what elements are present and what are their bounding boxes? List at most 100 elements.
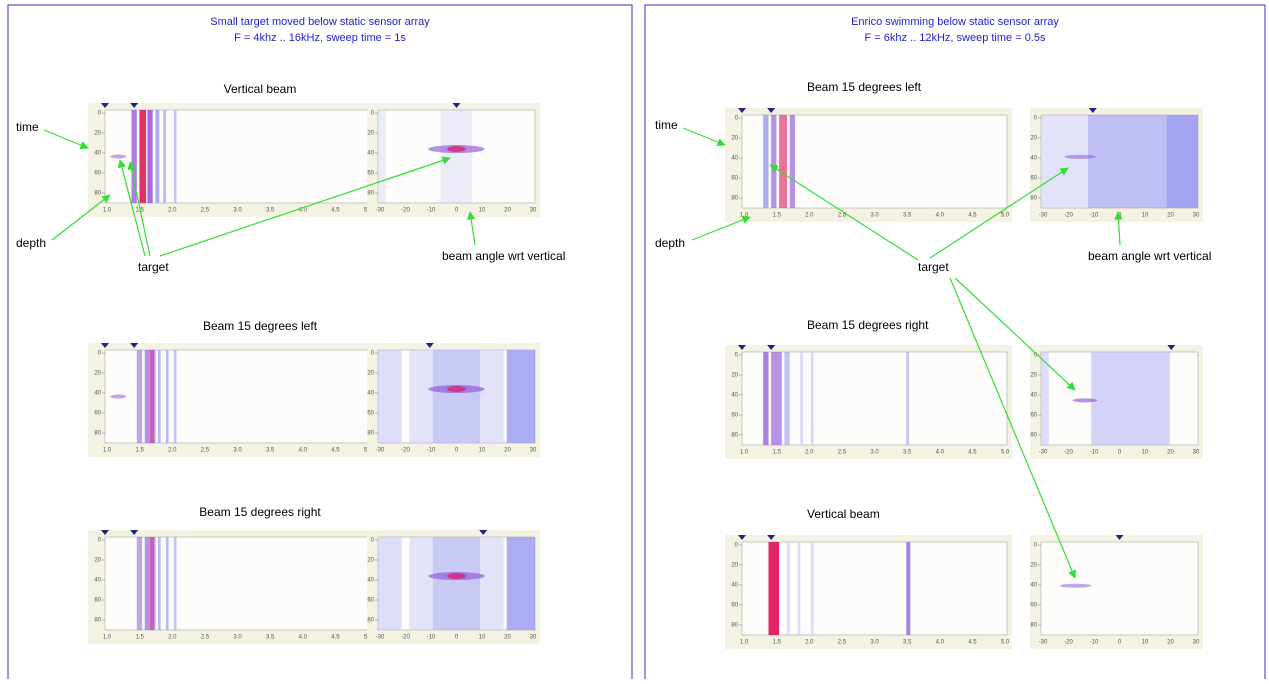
x-tick-label: 2.5 bbox=[838, 213, 847, 219]
y-tick-label: 60 bbox=[367, 171, 374, 177]
x-tick-label: 2.5 bbox=[201, 208, 210, 214]
annotation-arrow bbox=[691, 215, 751, 241]
x-tick-label: 10 bbox=[479, 208, 486, 214]
annotation-arrow bbox=[682, 127, 726, 147]
intensity-stripe bbox=[165, 350, 169, 443]
x-tick-label: 4.5 bbox=[331, 448, 340, 454]
marker-triangle bbox=[767, 345, 776, 350]
marker-triangle bbox=[101, 343, 109, 348]
x-tick-label: 20 bbox=[504, 635, 511, 641]
y-tick-label: 80 bbox=[94, 431, 101, 437]
intensity-stripe bbox=[440, 110, 473, 203]
x-tick-label: 3.0 bbox=[233, 448, 242, 454]
intensity-stripe bbox=[771, 352, 782, 445]
y-tick-label: 20 bbox=[367, 558, 374, 564]
y-tick-label: 60 bbox=[367, 411, 374, 417]
target-echo bbox=[1064, 154, 1096, 159]
target-echo bbox=[110, 154, 127, 159]
marker-triangle bbox=[1088, 108, 1097, 113]
x-tick-label: 1.0 bbox=[103, 635, 112, 641]
marker-triangle bbox=[101, 103, 109, 108]
x-tick-label: 10 bbox=[479, 448, 486, 454]
x-tick-label: 10 bbox=[1142, 450, 1149, 456]
intensity-stripe bbox=[173, 110, 177, 203]
section-label: Beam 15 degrees left bbox=[203, 319, 318, 333]
x-tick-label: 3.5 bbox=[266, 448, 275, 454]
x-tick-label: 10 bbox=[479, 635, 486, 641]
y-tick-label: 60 bbox=[94, 171, 101, 177]
x-tick-label: 1.5 bbox=[135, 635, 144, 641]
x-tick-label: 10 bbox=[1142, 213, 1149, 219]
intensity-stripe bbox=[784, 352, 790, 445]
x-tick-label: -10 bbox=[427, 208, 436, 214]
x-tick-label: 4.5 bbox=[968, 640, 977, 646]
marker-triangle bbox=[738, 535, 746, 540]
intensity-stripe bbox=[165, 537, 169, 630]
intensity-stripe bbox=[906, 352, 909, 445]
intensity-stripe bbox=[155, 110, 160, 203]
x-tick-label: 30 bbox=[1193, 450, 1200, 456]
x-tick-label: -20 bbox=[401, 635, 410, 641]
target-echo bbox=[1072, 398, 1098, 403]
annotation: time bbox=[16, 120, 39, 134]
target-echo bbox=[1059, 583, 1092, 588]
x-tick-label: -20 bbox=[1064, 213, 1073, 219]
intensity-stripe bbox=[163, 110, 166, 203]
x-tick-label: 0 bbox=[455, 635, 459, 641]
target-echo bbox=[110, 394, 127, 399]
y-tick-label: 60 bbox=[94, 598, 101, 604]
intensity-stripe bbox=[378, 110, 386, 203]
marker-triangle bbox=[130, 343, 139, 348]
y-tick-label: 20 bbox=[94, 371, 101, 377]
intensity-stripe bbox=[810, 542, 814, 635]
x-tick-label: 0 bbox=[455, 448, 459, 454]
x-tick-label: 2.0 bbox=[168, 448, 177, 454]
x-tick-label: 20 bbox=[504, 208, 511, 214]
y-tick-label: 80 bbox=[731, 196, 738, 202]
x-tick-label: 3.0 bbox=[870, 213, 879, 219]
intensity-stripe bbox=[144, 537, 156, 630]
intensity-stripe bbox=[158, 537, 161, 630]
x-tick-label: 30 bbox=[530, 635, 537, 641]
intensity-stripe bbox=[147, 110, 153, 203]
target-echo bbox=[447, 573, 466, 580]
x-tick-label: 30 bbox=[530, 448, 537, 454]
x-tick-label: -30 bbox=[376, 208, 385, 214]
y-tick-label: 40 bbox=[367, 151, 374, 157]
x-tick-label: 4.0 bbox=[936, 640, 945, 646]
plot-area bbox=[377, 109, 536, 204]
x-tick-label: 3.5 bbox=[266, 635, 275, 641]
intensity-stripe bbox=[1166, 115, 1198, 208]
annotation: beam angle wrt vertical bbox=[442, 249, 565, 263]
intensity-stripe bbox=[378, 537, 402, 630]
x-tick-label: 2.5 bbox=[838, 640, 847, 646]
x-tick-label: 4.5 bbox=[331, 208, 340, 214]
y-tick-label: 60 bbox=[731, 603, 738, 609]
intensity-stripe bbox=[810, 352, 814, 445]
section-label: Beam 15 degrees right bbox=[807, 318, 929, 332]
x-tick-label: 20 bbox=[1167, 640, 1174, 646]
x-tick-label: 2.0 bbox=[805, 450, 814, 456]
x-tick-label: 30 bbox=[1193, 640, 1200, 646]
y-tick-label: 80 bbox=[94, 191, 101, 197]
y-tick-label: 40 bbox=[367, 391, 374, 397]
y-tick-label: 20 bbox=[731, 563, 738, 569]
y-tick-label: 80 bbox=[367, 618, 374, 624]
intensity-stripe bbox=[150, 537, 155, 630]
intensity-stripe bbox=[906, 542, 911, 635]
intensity-stripe bbox=[432, 537, 481, 630]
x-tick-label: 3.5 bbox=[266, 208, 275, 214]
marker-triangle bbox=[479, 530, 488, 535]
x-tick-label: 2.0 bbox=[805, 213, 814, 219]
x-tick-label: -20 bbox=[1064, 640, 1073, 646]
intensity-stripe bbox=[173, 350, 177, 443]
y-tick-label: 0 bbox=[371, 538, 375, 544]
x-tick-label: 30 bbox=[1193, 213, 1200, 219]
annotation-arrow bbox=[43, 129, 89, 150]
x-tick-label: -30 bbox=[376, 635, 385, 641]
intensity-stripe bbox=[432, 350, 481, 443]
y-tick-label: 80 bbox=[731, 623, 738, 629]
x-tick-label: -10 bbox=[427, 635, 436, 641]
intensity-stripe bbox=[797, 542, 801, 635]
